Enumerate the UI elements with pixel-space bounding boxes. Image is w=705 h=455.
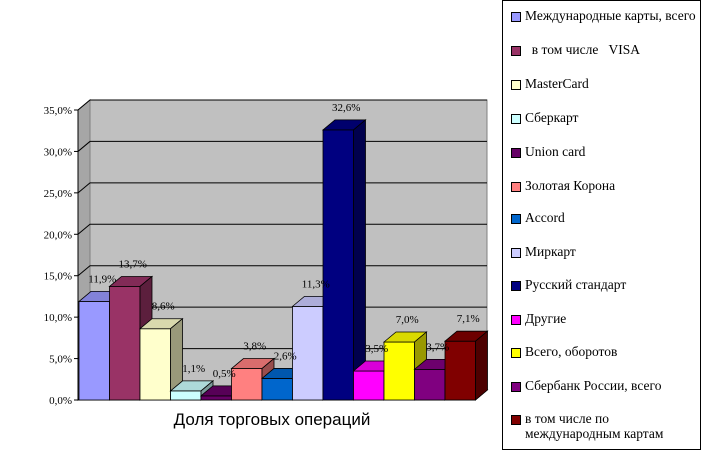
bar bbox=[138, 317, 184, 401]
data-label: 3,8% bbox=[243, 341, 266, 353]
legend-swatch bbox=[511, 80, 521, 90]
legend-item: MasterCard bbox=[511, 76, 697, 91]
y-tick-label: 20,0% bbox=[44, 229, 72, 241]
bar-front bbox=[170, 390, 202, 401]
legend-swatch bbox=[511, 148, 521, 158]
bar-front bbox=[231, 368, 263, 401]
legend-swatch bbox=[511, 315, 521, 325]
gridline bbox=[77, 99, 487, 111]
legend-label: в том числе по международным картам bbox=[525, 411, 664, 441]
y-axis: 0,0% 5,0% 10,0% 15,0% 20,0% 25,0% 30,0% 35,0% bbox=[44, 105, 79, 407]
legend-swatch bbox=[511, 348, 521, 358]
legend-swatch bbox=[511, 382, 521, 392]
data-label: 1,1% bbox=[182, 363, 205, 375]
legend-swatch bbox=[511, 114, 521, 124]
y-tick-label: 15,0% bbox=[44, 271, 72, 283]
data-label: 13,7% bbox=[119, 258, 147, 270]
legend-label: Сбербанк России, всего bbox=[525, 378, 662, 393]
legend-label: MasterCard bbox=[525, 76, 589, 91]
legend-swatch bbox=[511, 415, 521, 425]
y-tick-label: 10,0% bbox=[44, 312, 72, 324]
bar-front bbox=[353, 370, 385, 401]
legend-swatch bbox=[511, 214, 521, 224]
data-label: 7,0% bbox=[396, 314, 419, 326]
legend-label: Другие bbox=[525, 311, 567, 326]
legend-item: в том числе по международным картам bbox=[511, 411, 697, 441]
data-label: 11,3% bbox=[302, 278, 330, 290]
bar-front bbox=[109, 286, 141, 401]
bar-side bbox=[353, 119, 366, 401]
data-label: 2,6% bbox=[274, 350, 297, 362]
y-tick-label: 5,0% bbox=[49, 354, 72, 366]
bar-front bbox=[414, 368, 446, 401]
legend-label: в том числе VISA bbox=[525, 42, 640, 57]
legend: Международные карты, всего в том числе V… bbox=[502, 0, 701, 450]
data-label: 8,6% bbox=[152, 301, 175, 313]
legend-swatch bbox=[511, 281, 521, 291]
data-label: 3,7% bbox=[426, 341, 449, 353]
y-tick-label: 35,0% bbox=[44, 105, 72, 117]
bar-front bbox=[200, 395, 232, 401]
data-label: 0,5% bbox=[213, 368, 236, 380]
data-label: 7,1% bbox=[457, 313, 480, 325]
bar-front bbox=[78, 300, 110, 401]
legend-label: Всего, оборотов bbox=[525, 344, 618, 359]
bar bbox=[321, 119, 367, 401]
legend-item: Всего, оборотов bbox=[511, 344, 697, 359]
bar-front bbox=[383, 341, 415, 401]
x-axis-title: Доля торговых операций bbox=[174, 410, 371, 429]
y-tick-label: 25,0% bbox=[44, 188, 72, 200]
bar-front bbox=[139, 328, 171, 401]
legend-item: Сберкарт bbox=[511, 110, 697, 125]
legend-label: Сберкарт bbox=[525, 110, 579, 125]
legend-item: в том числе VISA bbox=[511, 42, 697, 57]
legend-label: Золотая Корона bbox=[525, 178, 616, 193]
legend-label: Accord bbox=[525, 210, 565, 225]
legend-item: Accord bbox=[511, 210, 697, 225]
legend-label: Международные карты, всего bbox=[525, 8, 696, 23]
legend-item: Другие bbox=[511, 311, 697, 326]
bar-side bbox=[475, 330, 488, 401]
legend-swatch bbox=[511, 46, 521, 56]
legend-label: Русский стандарт bbox=[525, 277, 627, 292]
data-label: 11,9% bbox=[88, 273, 116, 285]
legend-swatch bbox=[511, 248, 521, 258]
bar-front bbox=[261, 378, 293, 401]
legend-item: Русский стандарт bbox=[511, 277, 697, 292]
data-labels: 11,9%13,7% 8,6% 1,1% 0,5% 3,8% 2,6% 11,3% 32,6%… bbox=[88, 102, 479, 380]
legend-swatch bbox=[511, 182, 521, 192]
legend-label: Миркарт bbox=[525, 244, 576, 259]
bar-front bbox=[444, 340, 476, 401]
bar-front bbox=[292, 305, 324, 401]
bars bbox=[77, 119, 489, 401]
legend-item: Миркарт bbox=[511, 244, 697, 259]
data-label: 3,5% bbox=[365, 343, 388, 355]
legend-swatch bbox=[511, 12, 521, 22]
legend-item: Золотая Корона bbox=[511, 178, 697, 193]
y-tick-label: 0,0% bbox=[49, 395, 72, 407]
legend-item: Сбербанк России, всего bbox=[511, 378, 697, 393]
bar bbox=[443, 330, 489, 401]
legend-item: Международные карты, всего bbox=[511, 8, 697, 23]
bar-front bbox=[322, 129, 354, 401]
data-label: 32,6% bbox=[332, 102, 360, 114]
legend-label: Union card bbox=[525, 144, 586, 159]
y-tick-label: 30,0% bbox=[44, 146, 72, 158]
legend-item: Union card bbox=[511, 144, 697, 159]
